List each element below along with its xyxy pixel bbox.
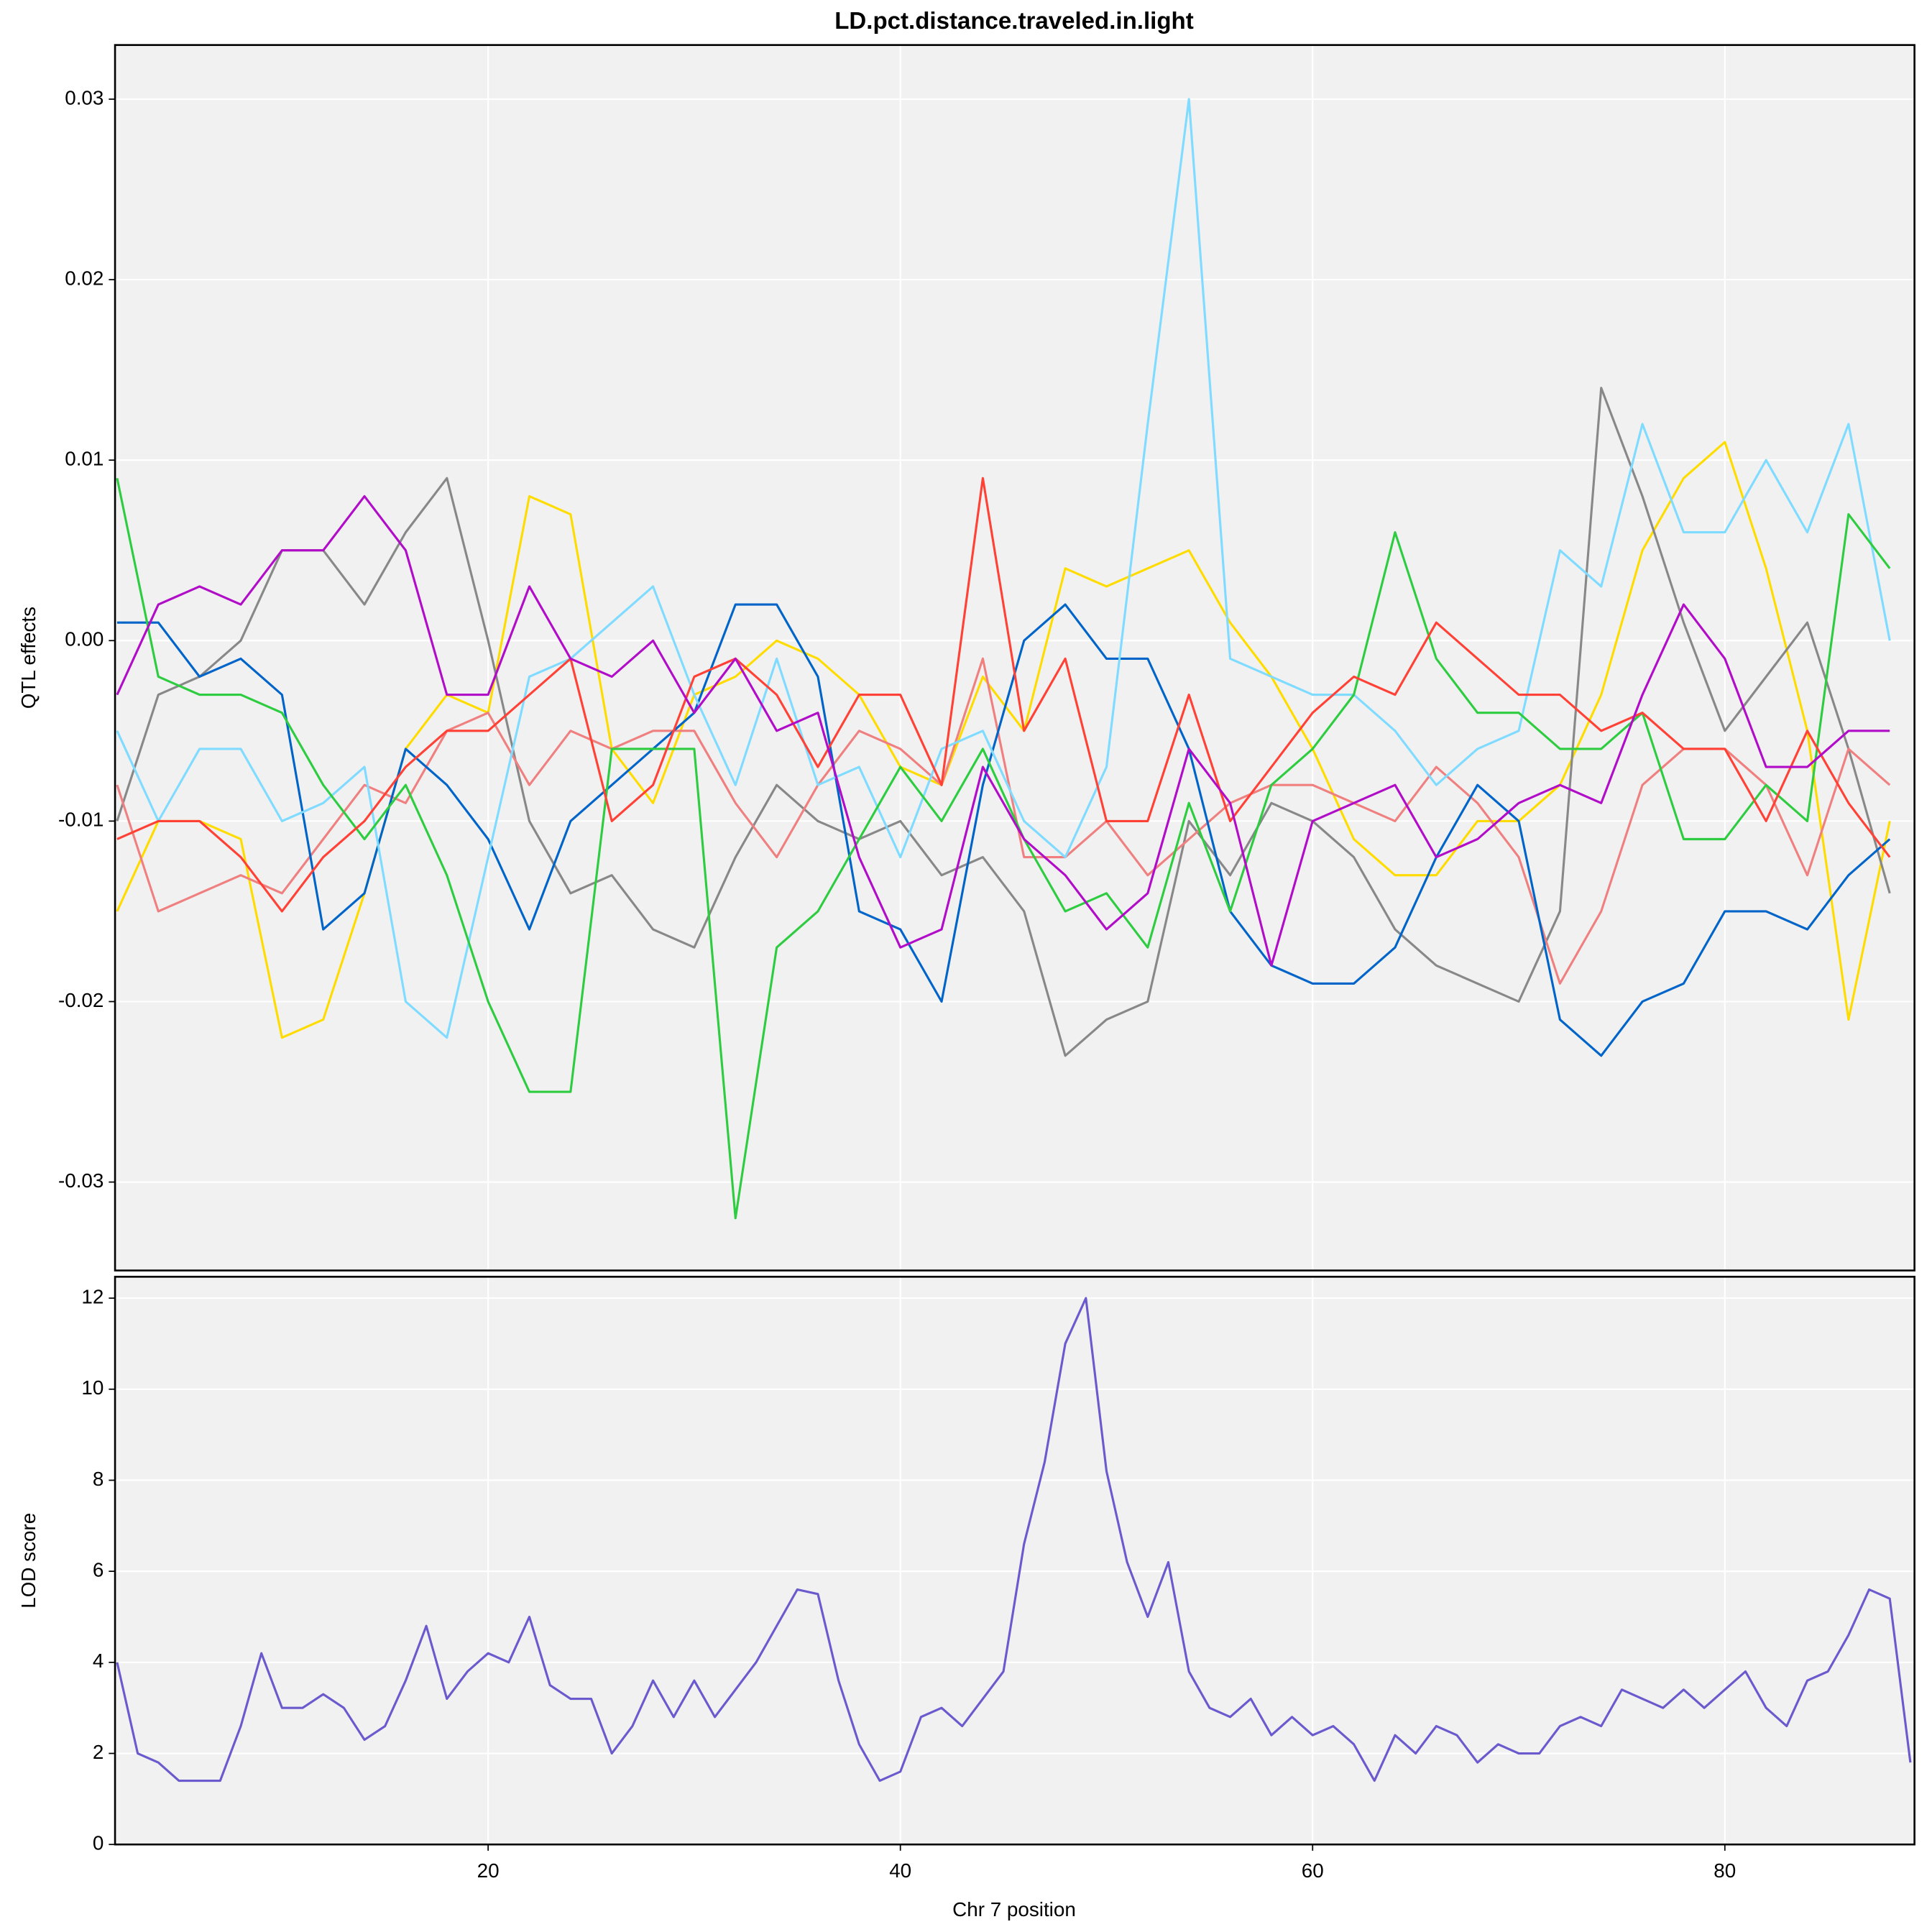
data-line (116, 441, 1891, 1039)
top-panel (115, 45, 1915, 1271)
panel-group: 0 2 4 6 8 10 12 20 40 60 80 (81, 1276, 1915, 1882)
y-axis-title: LOD score (17, 1513, 40, 1609)
data-line (116, 477, 1891, 1220)
y-tick-label: -0.03 (58, 1169, 104, 1192)
panel-body (115, 1276, 1915, 1845)
y-tick-label: 4 (93, 1650, 104, 1672)
y-tick-label: 6 (93, 1559, 104, 1581)
x-tick-label: 40 (889, 1859, 911, 1882)
data-line (116, 657, 1891, 985)
y-tick-label: 0.02 (65, 267, 104, 289)
data-line (116, 387, 1891, 1057)
y-tick-label: 0.03 (65, 86, 104, 109)
y-tick-label: 0.01 (65, 448, 104, 470)
x-tick-label: 20 (477, 1859, 500, 1882)
y-tick-label: 0 (93, 1832, 104, 1854)
y-tick-label: 12 (81, 1285, 104, 1307)
data-line (116, 477, 1891, 913)
data-line (116, 603, 1891, 1057)
panel-group: -0.03 -0.02 -0.01 0.00 0.01 0.02 0.03 (58, 45, 1915, 1271)
top-frame (114, 44, 1915, 1271)
y-tick-label: -0.01 (58, 809, 104, 831)
data-line (116, 98, 1891, 1039)
y-tick-label: 10 (81, 1376, 104, 1399)
x-axis-title: Chr 7 position (952, 1898, 1076, 1920)
y-tick-label: 8 (93, 1468, 104, 1490)
y-axis-title: QTL effects (17, 607, 40, 709)
data-line (116, 494, 1890, 967)
data-line (116, 1297, 1912, 1782)
y-tick-label: 0.00 (65, 628, 104, 650)
y-tick-label: 2 (93, 1741, 104, 1763)
y-tick-label: -0.02 (58, 989, 104, 1011)
x-tick-label: 80 (1714, 1859, 1736, 1882)
plot-layer: -0.03 -0.02 -0.01 0.00 0.01 0.02 0.03 0 2 4 6 8 10 12… (58, 45, 1915, 1882)
bottom-panel (115, 1276, 1915, 1845)
chart-title: LD.pct.distance.traveled.in.light (834, 8, 1193, 34)
bottom-frame (114, 1276, 1915, 1846)
x-tick-label: 60 (1302, 1859, 1324, 1882)
panel-body (115, 45, 1915, 1271)
